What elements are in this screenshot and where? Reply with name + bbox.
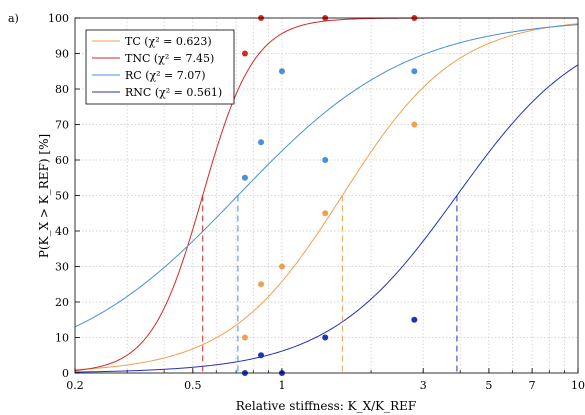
y-tick-label: 20 xyxy=(55,296,69,309)
data-point xyxy=(278,263,285,270)
x-axis-title: Relative stiffness: K_X/K_REF xyxy=(236,399,416,413)
y-tick-label: 90 xyxy=(55,48,69,61)
data-point xyxy=(278,68,285,75)
fit-curve-2 xyxy=(74,24,579,328)
median-markers xyxy=(202,195,458,373)
data-point xyxy=(258,281,265,288)
y-axis-title: P(K_X > K_REF) [%] xyxy=(37,134,51,258)
legend-text-tnc: TNC (χ² = 7.45) xyxy=(125,52,214,65)
data-point xyxy=(241,334,248,341)
x-tick-label: 1 xyxy=(278,379,285,392)
data-point xyxy=(322,157,329,163)
data-point xyxy=(241,50,248,57)
x-tick-label: 5 xyxy=(485,379,492,392)
legend-text-rc: RC (χ² = 7.07) xyxy=(125,69,206,82)
x-tick-label: 0.2 xyxy=(66,379,84,392)
y-tick-label: 60 xyxy=(55,154,69,167)
data-point xyxy=(411,68,418,75)
y-tick-label: 40 xyxy=(55,225,69,238)
y-tick-label: 100 xyxy=(48,12,69,25)
legend: TC (χ² = 0.623) TNC (χ² = 7.45) RC (χ² =… xyxy=(85,29,235,105)
fit-curve-0 xyxy=(74,23,579,371)
y-tick-label: 0 xyxy=(62,367,69,380)
x-tick-label: 7 xyxy=(529,379,536,392)
data-point xyxy=(411,121,418,128)
data-point xyxy=(241,174,248,181)
panel-label: a) xyxy=(8,12,19,25)
y-tick-label: 30 xyxy=(55,261,69,274)
y-tick-label: 50 xyxy=(55,190,69,203)
y-tick-label: 10 xyxy=(55,332,69,345)
x-tick-label: 0.5 xyxy=(184,379,202,392)
legend-text-tc: TC (χ² = 0.623) xyxy=(125,35,212,48)
data-point xyxy=(411,316,418,323)
x-tick-label: 3 xyxy=(420,379,427,392)
x-tick-label: 10 xyxy=(571,379,585,392)
data-point xyxy=(322,334,329,341)
legend-text-rnc: RNC (χ² = 0.561) xyxy=(125,86,222,99)
y-tick-label: 70 xyxy=(55,119,69,132)
fit-curve-3 xyxy=(74,64,579,373)
data-point xyxy=(258,139,265,146)
y-tick-label: 80 xyxy=(55,83,69,96)
data-point xyxy=(322,210,329,217)
data-point xyxy=(258,352,265,359)
